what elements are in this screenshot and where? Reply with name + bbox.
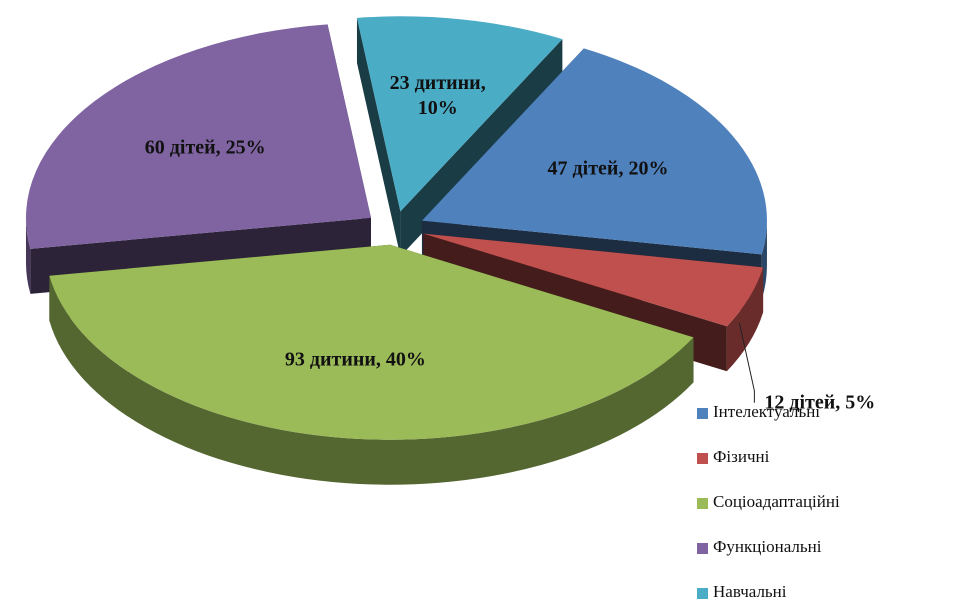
legend-swatch [697, 408, 708, 419]
legend-label: Соціоадаптаційні [713, 492, 840, 511]
slice [421, 48, 767, 255]
data-label: 12 дітей, 5% [764, 391, 876, 414]
legend-swatch [697, 543, 708, 554]
data-label: 93 дитини, 40% [284, 348, 426, 371]
legend-label: Навчальні [713, 582, 787, 601]
leader-line [738, 322, 755, 403]
slice-side [726, 267, 764, 372]
data-label: 23 дитини, 10% [389, 72, 486, 120]
slice [356, 16, 563, 212]
legend-swatch [697, 498, 708, 509]
legend-swatch [697, 453, 708, 464]
slice [49, 244, 694, 440]
slice-side [49, 275, 694, 485]
legend-label: Інтелектуальні [713, 402, 821, 421]
legend-swatch [697, 588, 708, 599]
slice [423, 233, 764, 327]
legend-label: Функціональні [713, 537, 822, 556]
slice-side [25, 217, 31, 294]
slice [25, 24, 371, 249]
data-label: 60 дітей, 25% [144, 136, 266, 159]
data-label: 47 дітей, 20% [547, 157, 669, 180]
slice-side [356, 17, 401, 257]
legend-label: Фізичні [713, 447, 770, 466]
